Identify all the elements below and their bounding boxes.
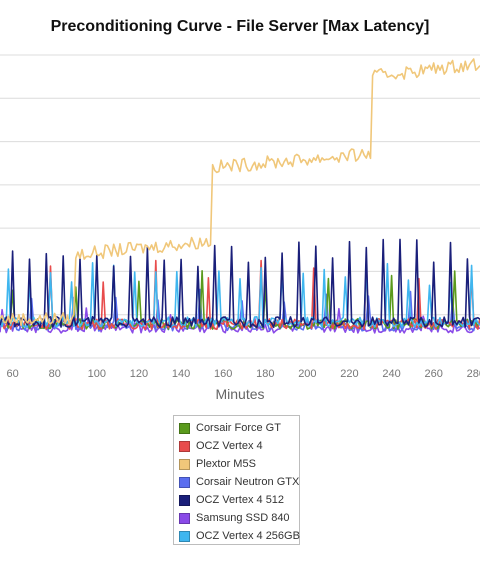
x-tick-label: 140: [172, 368, 190, 380]
legend-label: OCZ Vertex 4: [196, 440, 263, 452]
legend-item: OCZ Vertex 4 256GB: [179, 528, 300, 544]
x-axis-ticks: 60 80 100 120 140 160 180 200 220 240 260 280: [7, 368, 480, 380]
x-tick-label: 260: [425, 368, 443, 380]
legend-label: Plextor M5S: [196, 458, 256, 470]
legend-item: OCZ Vertex 4: [179, 438, 263, 454]
legend-label: Corsair Force GT: [196, 422, 281, 434]
legend-item: Corsair Neutron GTX: [179, 474, 299, 490]
legend-label: OCZ Vertex 4 256GB: [196, 530, 300, 542]
legend-swatch: [179, 530, 190, 542]
legend-item: Samsung SSD 840: [179, 510, 290, 526]
series-line-plextor-m5s: [0, 58, 480, 327]
x-tick-label: 200: [298, 368, 316, 380]
legend-label: Corsair Neutron GTX: [196, 476, 300, 488]
x-tick-label: 180: [256, 368, 274, 380]
x-tick-label: 60: [7, 368, 19, 380]
x-tick-label: 160: [214, 368, 232, 380]
legend-item: OCZ Vertex 4 512: [179, 492, 284, 508]
legend-swatch: [179, 494, 190, 506]
series-lines: [0, 58, 480, 334]
legend-item: Corsair Force GT: [179, 420, 281, 436]
legend-swatch: [179, 440, 190, 452]
x-tick-label: 240: [382, 368, 400, 380]
chart-title: Preconditioning Curve - File Server [Max…: [50, 18, 430, 35]
x-axis-label: Minutes: [215, 386, 265, 402]
legend-label: Samsung SSD 840: [196, 512, 290, 524]
x-tick-label: 100: [88, 368, 106, 380]
legend-item: Plextor M5S: [179, 456, 256, 472]
x-tick-label: 280: [467, 368, 480, 380]
series-line-ocz-vertex-4-256gb: [0, 261, 480, 329]
x-tick-label: 80: [49, 368, 61, 380]
x-tick-label: 220: [340, 368, 358, 380]
legend-swatch: [179, 422, 190, 434]
legend-swatch: [179, 458, 190, 470]
legend-swatch: [179, 512, 190, 524]
legend: Corsair Force GT OCZ Vertex 4 Plextor M5S C…: [173, 415, 300, 545]
x-tick-label: 120: [130, 368, 148, 380]
legend-label: OCZ Vertex 4 512: [196, 494, 285, 506]
legend-swatch: [179, 476, 190, 488]
line-chart: 60 80 100 120 140 160 180 200 220 240 260 280: [0, 54, 480, 380]
